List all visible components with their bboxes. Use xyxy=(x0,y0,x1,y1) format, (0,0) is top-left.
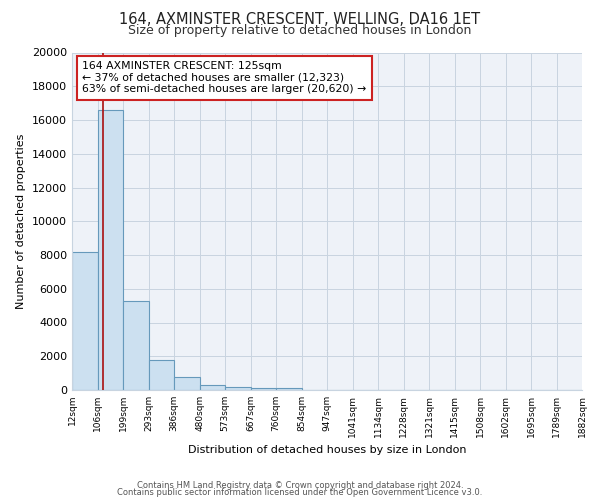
Bar xyxy=(123,300,149,390)
Text: 164 AXMINSTER CRESCENT: 125sqm
← 37% of detached houses are smaller (12,323)
63%: 164 AXMINSTER CRESCENT: 125sqm ← 37% of … xyxy=(82,61,367,94)
Bar xyxy=(72,252,98,390)
Bar xyxy=(98,110,123,390)
Bar xyxy=(149,360,174,390)
Bar xyxy=(200,385,225,390)
Bar xyxy=(225,386,251,390)
Text: Size of property relative to detached houses in London: Size of property relative to detached ho… xyxy=(128,24,472,37)
X-axis label: Distribution of detached houses by size in London: Distribution of detached houses by size … xyxy=(188,446,466,456)
Text: 164, AXMINSTER CRESCENT, WELLING, DA16 1ET: 164, AXMINSTER CRESCENT, WELLING, DA16 1… xyxy=(119,12,481,28)
Bar xyxy=(276,388,302,390)
Text: Contains public sector information licensed under the Open Government Licence v3: Contains public sector information licen… xyxy=(118,488,482,497)
Bar xyxy=(251,388,276,390)
Y-axis label: Number of detached properties: Number of detached properties xyxy=(16,134,26,309)
Text: Contains HM Land Registry data © Crown copyright and database right 2024.: Contains HM Land Registry data © Crown c… xyxy=(137,480,463,490)
Bar xyxy=(174,378,200,390)
